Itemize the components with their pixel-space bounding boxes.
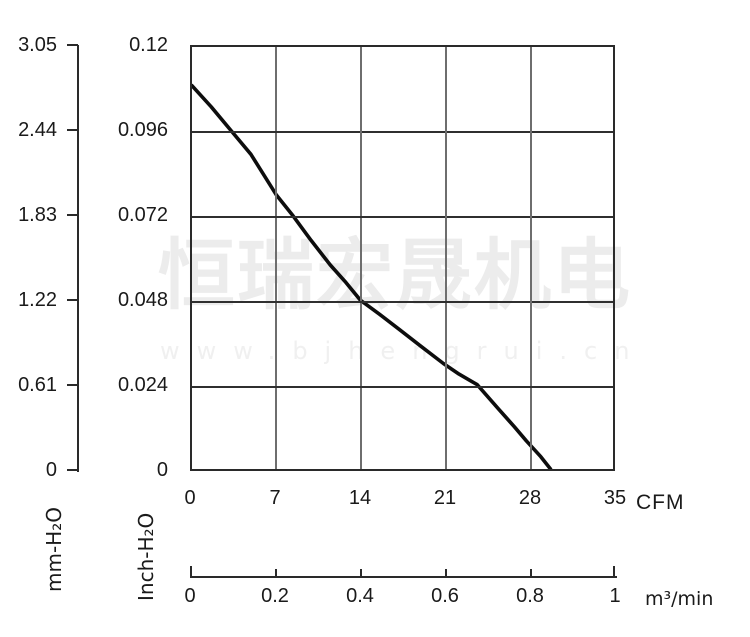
inch-tick-label: 0.048 <box>117 289 168 311</box>
m3min-tick-label: 0.4 <box>346 585 374 607</box>
curve-svg <box>192 83 553 469</box>
watermark-website-text: www.bjhengrui.cn <box>160 337 647 365</box>
m3min-axis-unit-label: m³/min <box>645 588 714 610</box>
plot-area <box>190 45 615 471</box>
cfm-tick-label: 14 <box>348 487 372 509</box>
mm-tick-label: 2.44 <box>18 119 57 141</box>
grid-line-vertical <box>275 47 277 469</box>
mm-axis-tick <box>67 299 78 301</box>
mm-axis-tick <box>67 469 78 471</box>
mm-tick-label: 0.61 <box>18 374 57 396</box>
cfm-tick-label: 0 <box>184 487 196 509</box>
grid-line-vertical <box>360 47 362 469</box>
cfm-tick-label: 21 <box>433 487 457 509</box>
mm-h2o-axis-title: mm-H₂O <box>42 507 66 592</box>
m3min-axis-tick <box>530 569 532 576</box>
grid-line-horizontal <box>192 301 613 303</box>
mm-tick-label: 0 <box>45 459 57 481</box>
inch-tick-label: 0 <box>156 459 168 481</box>
grid-line-horizontal <box>192 216 613 218</box>
grid-line-vertical <box>530 47 532 469</box>
inch-tick-label: 0.096 <box>117 119 168 141</box>
mm-h2o-axis-line <box>77 45 79 472</box>
cfm-tick-label: 7 <box>269 487 281 509</box>
inch-tick-label: 0.072 <box>117 204 168 226</box>
m3min-tick-label: 1 <box>609 585 621 607</box>
mm-axis-tick <box>67 384 78 386</box>
mm-tick-label: 3.05 <box>18 34 57 56</box>
m3min-axis-tick <box>445 569 447 576</box>
grid-line-horizontal <box>192 131 613 133</box>
cfm-tick-label: 35 <box>603 487 627 509</box>
inch-tick-label: 0.024 <box>117 374 168 396</box>
cfm-tick-label: 28 <box>518 487 542 509</box>
mm-tick-label: 1.83 <box>18 204 57 226</box>
mm-tick-label: 1.22 <box>18 289 57 311</box>
m3min-tick-label: 0.6 <box>431 585 459 607</box>
cfm-axis-unit-label: CFM <box>636 491 685 514</box>
mm-axis-tick <box>67 129 78 131</box>
m3min-tick-label: 0.8 <box>516 585 544 607</box>
mm-axis-tick <box>67 214 78 216</box>
m3min-axis-tick <box>360 569 362 576</box>
grid-line-vertical <box>445 47 447 469</box>
m3min-tick-label: 0.2 <box>261 585 289 607</box>
m3min-axis-tick <box>190 566 192 576</box>
inch-tick-label: 0.12 <box>129 34 168 56</box>
m3min-axis-tick <box>275 569 277 576</box>
m3min-axis-line <box>190 576 617 578</box>
m3min-axis-tick <box>613 566 615 576</box>
inch-h2o-axis-title: Inch-H₂O <box>134 512 158 601</box>
mm-axis-tick <box>67 44 78 46</box>
pressure-curve <box>192 83 553 469</box>
grid-line-horizontal <box>192 386 613 388</box>
m3min-tick-label: 0 <box>184 585 196 607</box>
